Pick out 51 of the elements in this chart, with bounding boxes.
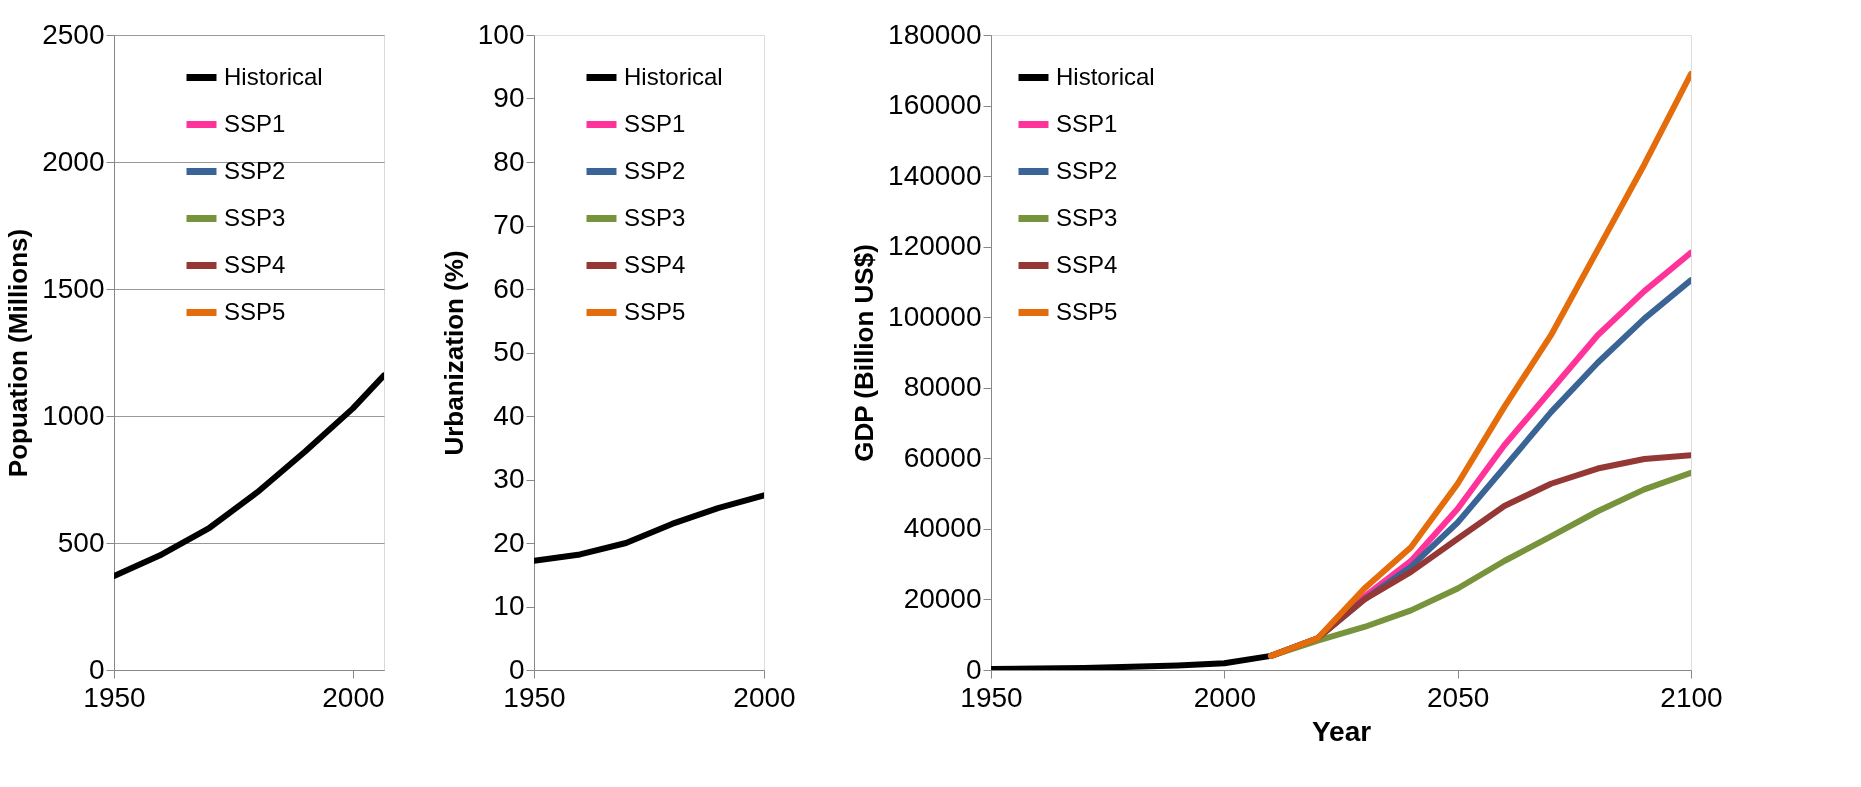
x-tick-label: 2000 <box>322 681 385 713</box>
y-tick-label: 20 <box>493 526 525 558</box>
y-tick-label: 40000 <box>903 512 982 544</box>
x-tick-label: 2000 <box>733 681 796 713</box>
y-tick-label: 2500 <box>42 18 105 50</box>
y-axis-title: GDP (Billion US$) <box>849 244 880 462</box>
y-tick-label: 70 <box>493 209 525 240</box>
legend-label: SSP4 <box>224 250 286 278</box>
legend-label: SSP2 <box>224 156 286 184</box>
y-tick-label: 500 <box>57 526 105 558</box>
legend-label: SSP1 <box>1056 109 1118 137</box>
y-tick-label: 120000 <box>888 230 982 262</box>
y-tick-label: 10 <box>493 590 525 621</box>
legend-label: SSP5 <box>224 297 286 325</box>
legend-label: SSP2 <box>624 156 686 184</box>
y-tick-label: 180000 <box>888 18 982 50</box>
y-tick-label: 1000 <box>42 399 105 431</box>
y-axis-title: Popuation (Millions) <box>3 228 34 478</box>
legend-label: SSP1 <box>624 109 686 137</box>
y-tick-label: 30 <box>493 463 525 494</box>
y-tick-label: 50 <box>493 336 525 367</box>
y-tick-label: 40 <box>493 399 525 431</box>
y-tick-label: 100 <box>477 18 525 50</box>
y-tick-label: 60 <box>493 272 525 304</box>
legend-label: SSP3 <box>624 203 686 231</box>
legend-label: SSP3 <box>1056 203 1118 231</box>
legend-label: SSP3 <box>224 203 286 231</box>
y-tick-label: 160000 <box>888 89 982 121</box>
y-tick-label: 80000 <box>903 371 982 403</box>
x-axis-title: Year <box>1311 715 1372 747</box>
y-tick-label: 1500 <box>42 272 105 304</box>
legend-label: SSP5 <box>1056 297 1118 325</box>
x-tick-label: 2050 <box>1427 681 1490 713</box>
legend-label: SSP4 <box>1056 250 1118 278</box>
y-tick-label: 90 <box>493 82 525 113</box>
legend-label: Historical <box>624 62 723 90</box>
y-tick-label: 100000 <box>888 300 982 332</box>
legend-label: SSP4 <box>624 250 686 278</box>
legend-label: SSP1 <box>224 109 286 137</box>
y-tick-label: 20000 <box>903 582 982 614</box>
y-axis-title: Urbanization (%) <box>438 250 469 456</box>
legend-label: SSP2 <box>1056 156 1118 184</box>
x-tick-label: 2000 <box>1193 681 1256 713</box>
legend-label: Historical <box>224 62 323 90</box>
y-tick-label: 140000 <box>888 159 982 191</box>
legend-label: SSP5 <box>624 297 686 325</box>
y-tick-label: 60000 <box>903 441 982 473</box>
legend-label: Historical <box>1056 62 1155 90</box>
y-tick-label: 2000 <box>42 145 105 177</box>
y-tick-label: 80 <box>493 145 525 177</box>
x-tick-label: 2100 <box>1660 681 1723 713</box>
